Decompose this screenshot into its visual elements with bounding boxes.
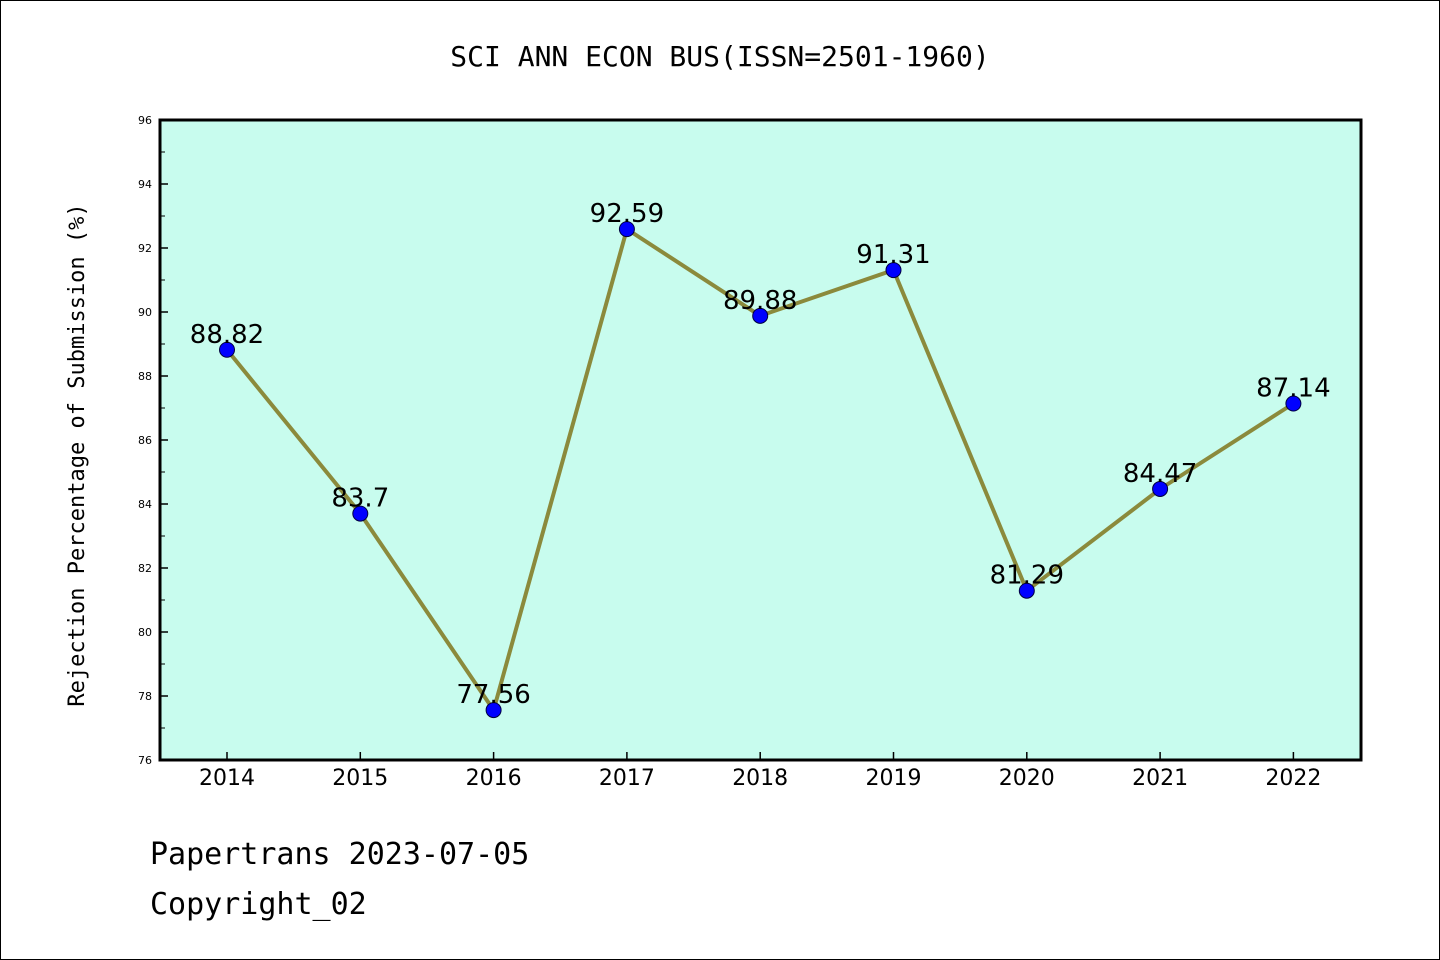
data-label: 89.88 bbox=[723, 286, 797, 316]
data-label: 83.7 bbox=[331, 484, 389, 514]
y-tick-label: 96 bbox=[138, 114, 152, 127]
data-point bbox=[1285, 395, 1302, 412]
x-tick-label: 2019 bbox=[866, 766, 922, 791]
data-label: 87.14 bbox=[1256, 374, 1330, 404]
y-tick-label: 94 bbox=[138, 178, 152, 191]
y-tick-label: 92 bbox=[138, 242, 152, 255]
x-tick-label: 2015 bbox=[332, 766, 388, 791]
data-point bbox=[1018, 582, 1035, 599]
footer-date: Papertrans 2023-07-05 bbox=[150, 837, 529, 872]
data-label: 77.56 bbox=[456, 680, 530, 710]
x-tick-label: 2022 bbox=[1265, 766, 1321, 791]
data-point bbox=[618, 221, 635, 238]
x-tick-label: 2014 bbox=[199, 766, 255, 791]
y-tick-label: 88 bbox=[138, 370, 152, 383]
y-tick-label: 86 bbox=[138, 434, 152, 447]
data-label: 84.47 bbox=[1123, 459, 1197, 489]
y-axis-label: Rejection Percentage of Submission (%) bbox=[65, 203, 90, 706]
x-tick-label: 2021 bbox=[1132, 766, 1188, 791]
y-tick-label: 82 bbox=[138, 562, 152, 575]
chart-title: SCI ANN ECON BUS(ISSN=2501-1960) bbox=[450, 40, 989, 73]
y-tick-label: 84 bbox=[138, 498, 152, 511]
data-point bbox=[885, 262, 902, 279]
data-point bbox=[752, 307, 769, 324]
y-tick-label: 76 bbox=[138, 754, 152, 767]
footer-copyright: Copyright_02 bbox=[150, 887, 367, 922]
x-axis: 2014 2015 2016 2017 2018 2019 2020 2021 2022 bbox=[199, 752, 1321, 791]
plot-area bbox=[160, 120, 1361, 760]
x-tick-label: 2016 bbox=[466, 766, 522, 791]
x-tick-label: 2020 bbox=[999, 766, 1055, 791]
x-tick-label: 2017 bbox=[599, 766, 655, 791]
data-point bbox=[352, 505, 369, 522]
data-point bbox=[1152, 480, 1169, 497]
y-tick-label: 80 bbox=[138, 626, 152, 639]
y-tick-label: 90 bbox=[138, 306, 152, 319]
data-label-group: 88.82 83.7 77.56 92.59 89.88 91.31 81.29 84.47 8… bbox=[190, 199, 1331, 710]
data-label: 92.59 bbox=[590, 199, 664, 229]
y-tick-label: 78 bbox=[138, 690, 152, 703]
plot-border bbox=[158, 118, 1363, 762]
marker-group bbox=[219, 221, 1302, 719]
data-point bbox=[485, 702, 502, 719]
data-label: 81.29 bbox=[990, 561, 1064, 591]
x-tick-label: 2018 bbox=[732, 766, 788, 791]
data-point bbox=[219, 341, 235, 358]
data-label: 88.82 bbox=[190, 320, 264, 350]
data-label: 91.31 bbox=[856, 240, 930, 270]
